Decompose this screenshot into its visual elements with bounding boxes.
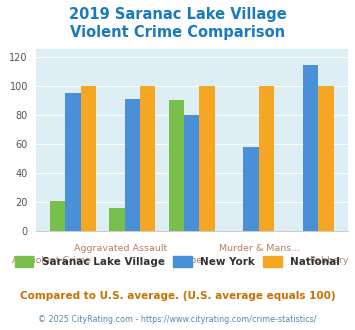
Bar: [169, 100, 184, 231]
Text: Compared to U.S. average. (U.S. average equals 100): Compared to U.S. average. (U.S. average …: [20, 291, 335, 301]
Text: All Violent Crime: All Violent Crime: [12, 256, 91, 265]
Bar: [140, 86, 155, 231]
Text: Rape: Rape: [178, 256, 202, 265]
Text: Murder & Mans...: Murder & Mans...: [219, 244, 300, 253]
Text: Robbery: Robbery: [309, 256, 349, 265]
Text: 2019 Saranac Lake Village
Violent Crime Comparison: 2019 Saranac Lake Village Violent Crime …: [69, 7, 286, 40]
Bar: [303, 65, 318, 231]
Bar: [184, 115, 200, 231]
Bar: [259, 86, 274, 231]
Text: Aggravated Assault: Aggravated Assault: [74, 244, 167, 253]
Bar: [125, 99, 140, 231]
Bar: [109, 208, 125, 231]
Bar: [65, 93, 81, 231]
Bar: [200, 86, 215, 231]
Bar: [318, 86, 334, 231]
Text: © 2025 CityRating.com - https://www.cityrating.com/crime-statistics/: © 2025 CityRating.com - https://www.city…: [38, 315, 317, 324]
Bar: [244, 147, 259, 231]
Bar: [81, 86, 96, 231]
Legend: Saranac Lake Village, New York, National: Saranac Lake Village, New York, National: [15, 256, 340, 267]
Bar: [50, 201, 65, 231]
